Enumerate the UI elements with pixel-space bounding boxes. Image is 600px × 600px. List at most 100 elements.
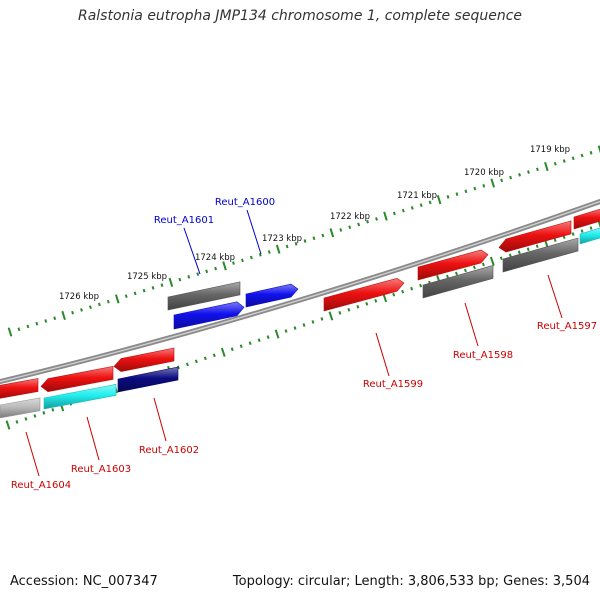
- minor-tick: [455, 271, 458, 276]
- scale-labels: 1726 kbp 1725 kbp 1724 kbp 1723 kbp 1722 kbp…: [59, 145, 570, 302]
- minor-tick: [80, 308, 83, 312]
- minor-tick: [472, 265, 476, 270]
- gene-label-reut_a1599: Reut_A1599: [363, 379, 423, 390]
- minor-tick: [42, 411, 46, 415]
- minor-tick: [562, 159, 566, 163]
- minor-tick: [410, 206, 414, 210]
- minor-tick: [517, 250, 521, 255]
- minor-tick: [303, 239, 307, 243]
- chromosome-backbone: [0, 198, 600, 385]
- gene-label-reut_a1598: Reut_A1598: [453, 350, 513, 361]
- gene-arrow-light-a1604: [0, 397, 41, 419]
- minor-tick: [571, 232, 575, 236]
- minor-tick: [580, 153, 584, 158]
- minor-tick: [302, 323, 306, 327]
- minor-tick: [535, 167, 539, 172]
- gene-arrow-reut-a1602: [117, 366, 179, 393]
- minor-tick: [339, 228, 343, 232]
- leader-reut_a1598: [464, 302, 479, 347]
- gene-label-reut_a1600: Reut_A1600: [215, 197, 275, 208]
- minor-tick: [151, 286, 155, 290]
- minor-tick: [392, 292, 396, 297]
- minor-tick: [509, 175, 513, 180]
- major-tick: [114, 294, 120, 304]
- minor-tick: [392, 211, 396, 216]
- minor-tick: [124, 294, 128, 298]
- minor-tick: [455, 192, 459, 196]
- gene-arrow-reut-a1601: [173, 301, 245, 330]
- gene-arrow-reut-a1604: [0, 378, 39, 399]
- minor-tick: [285, 244, 289, 249]
- minor-tick: [284, 329, 288, 333]
- minor-tick: [17, 327, 21, 332]
- major-tick: [328, 311, 334, 321]
- minor-tick: [53, 316, 57, 321]
- minor-tick: [518, 172, 521, 177]
- gene-arrow-red-upper-a1602: [113, 347, 175, 372]
- minor-tick: [178, 277, 182, 282]
- minor-tick: [89, 305, 92, 310]
- minor-tick: [239, 344, 243, 349]
- scale-label: 1720 kbp: [464, 168, 504, 178]
- major-tick: [597, 220, 600, 229]
- gene-arrow-reut-a1598: [417, 249, 489, 281]
- minor-tick: [15, 420, 19, 424]
- major-tick: [544, 161, 549, 172]
- minor-tick: [267, 250, 271, 254]
- minor-tick: [240, 258, 244, 263]
- leader-reut_a1597: [547, 274, 563, 319]
- gene-label-reut_a1597: Reut_A1597: [537, 321, 597, 332]
- minor-tick: [214, 266, 218, 271]
- minor-tick: [293, 326, 297, 330]
- gene-arrow-reut-a1597: [498, 220, 572, 253]
- minor-tick: [508, 253, 512, 258]
- scale-label: 1719 kbp: [530, 145, 570, 155]
- gene-arrow-gray-upper: [167, 281, 241, 311]
- gene-arrow-gray-a1598: [422, 265, 494, 299]
- scale-label: 1725 kbp: [127, 272, 167, 282]
- minor-tick: [106, 299, 110, 304]
- major-tick: [597, 145, 600, 154]
- minor-tick: [294, 241, 298, 246]
- gene-label-reut_a1603: Reut_A1603: [71, 464, 131, 475]
- leader-reut_a1601: [183, 227, 201, 275]
- minor-tick: [428, 200, 432, 205]
- major-tick: [5, 420, 11, 430]
- gene-arrow-edge-cyan: [579, 227, 600, 245]
- major-tick: [7, 327, 13, 337]
- leader-reut_a1599: [375, 332, 390, 377]
- minor-tick: [338, 311, 342, 315]
- minor-tick: [26, 324, 30, 329]
- gene-features: [0, 208, 600, 419]
- minor-tick: [446, 274, 449, 279]
- major-tick: [489, 256, 495, 266]
- minor-tick: [71, 310, 75, 315]
- minor-tick: [196, 272, 200, 276]
- minor-tick: [571, 156, 575, 161]
- minor-tick: [266, 335, 270, 339]
- minor-tick: [35, 321, 39, 326]
- minor-tick: [51, 408, 55, 412]
- minor-tick: [410, 286, 414, 291]
- minor-tick: [248, 341, 252, 346]
- map-title: Ralstonia eutropha JMP134 chromosome 1, …: [77, 8, 522, 24]
- summary-text: Topology: circular; Length: 3,806,533 bp…: [232, 574, 590, 589]
- major-tick: [168, 277, 174, 287]
- minor-tick: [481, 262, 485, 267]
- minor-tick: [473, 186, 477, 191]
- minor-tick: [230, 347, 234, 352]
- minor-tick: [401, 289, 405, 294]
- scale-label: 1722 kbp: [330, 212, 370, 222]
- minor-tick: [499, 256, 503, 261]
- minor-tick: [482, 184, 486, 188]
- leader-reut_a1600: [246, 209, 262, 255]
- minor-tick: [357, 222, 361, 227]
- minor-tick: [348, 225, 352, 230]
- minor-tick: [321, 233, 325, 238]
- gene-label-reut_a1604: Reut_A1604: [11, 480, 71, 491]
- major-tick: [275, 244, 281, 254]
- minor-tick: [375, 217, 378, 221]
